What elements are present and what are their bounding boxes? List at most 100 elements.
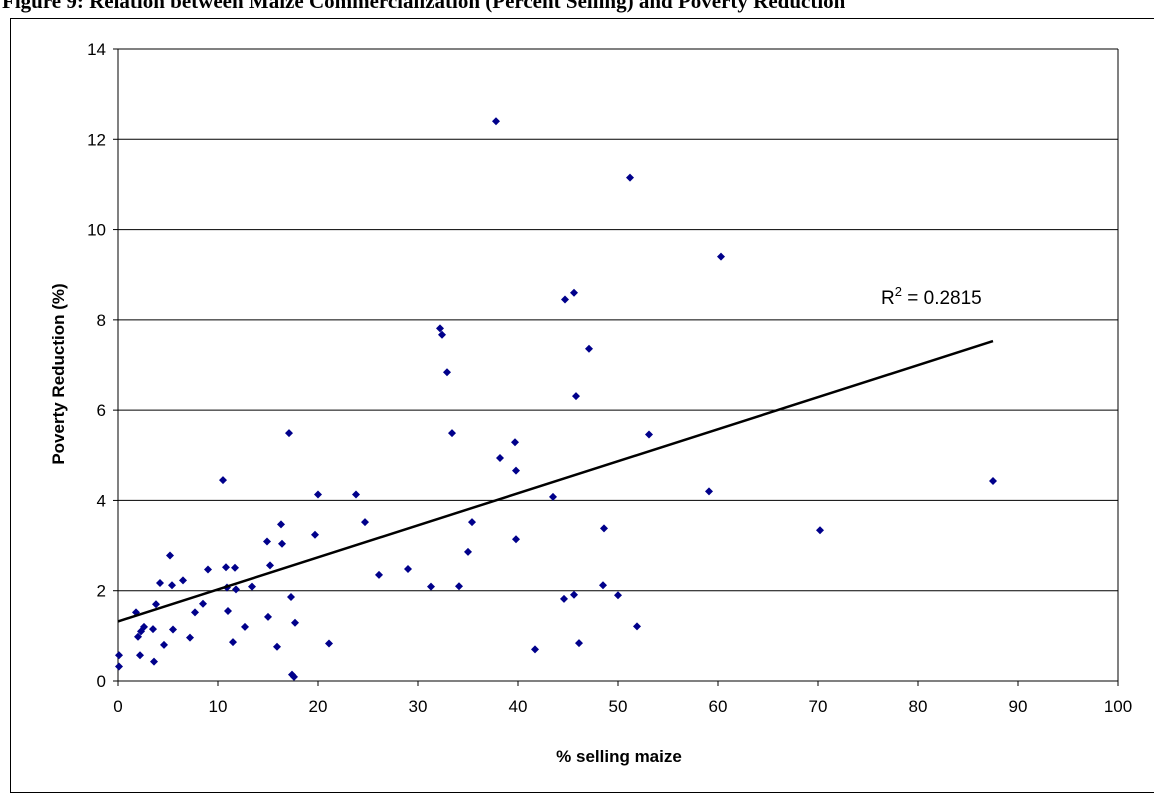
x-tick-label: 40 xyxy=(509,697,528,716)
data-point xyxy=(468,518,476,527)
data-points xyxy=(115,117,997,681)
data-point xyxy=(231,563,239,572)
x-tick-label: 90 xyxy=(1009,697,1028,716)
data-point xyxy=(626,173,634,182)
data-point xyxy=(152,600,160,609)
r-squared-prefix: R xyxy=(881,288,895,309)
data-point xyxy=(375,570,383,579)
data-point xyxy=(448,429,456,438)
data-point xyxy=(219,476,227,485)
data-point xyxy=(191,608,199,617)
x-tick-label: 30 xyxy=(409,697,428,716)
x-tick-label: 100 xyxy=(1104,697,1132,716)
y-tick-label: 4 xyxy=(97,491,106,510)
x-tick-label: 20 xyxy=(309,697,328,716)
y-tick-label: 12 xyxy=(87,130,106,149)
data-point xyxy=(600,524,608,533)
y-tick-label: 14 xyxy=(87,40,106,59)
data-point xyxy=(496,453,504,462)
data-point xyxy=(436,324,444,333)
data-point xyxy=(166,551,174,560)
data-point xyxy=(115,662,123,671)
chart-frame: 0 2 4 6 8 10 12 14 0 10 20 30 40 50 60 70 80 90 100 Pover… xyxy=(10,18,1154,793)
x-tick-label: 50 xyxy=(609,697,628,716)
data-point xyxy=(278,539,286,548)
data-point xyxy=(352,490,360,499)
data-point xyxy=(160,640,168,649)
data-point xyxy=(311,530,319,539)
data-point xyxy=(560,594,568,603)
data-point xyxy=(585,344,593,353)
data-point xyxy=(492,117,500,126)
data-point xyxy=(427,582,435,591)
trendline-layer xyxy=(117,339,994,623)
data-point xyxy=(285,429,293,438)
data-point xyxy=(290,672,298,681)
data-point xyxy=(633,622,641,631)
data-point xyxy=(222,563,230,572)
y-tick-label: 6 xyxy=(97,401,106,420)
data-point xyxy=(572,392,580,401)
gridlines xyxy=(118,48,1118,592)
data-point xyxy=(455,582,463,591)
data-point xyxy=(156,579,164,588)
data-point xyxy=(287,593,295,602)
data-point xyxy=(150,657,158,666)
data-point xyxy=(179,576,187,585)
data-point xyxy=(199,599,207,608)
axes xyxy=(113,48,1119,686)
data-point xyxy=(575,639,583,648)
data-point xyxy=(717,252,725,261)
data-point xyxy=(511,438,519,447)
r-squared-annotation: R2 = 0.2815 xyxy=(881,284,982,309)
data-point xyxy=(989,477,997,486)
x-axis-title: % selling maize xyxy=(556,747,682,766)
y-axis-title: Poverty Reduction (%) xyxy=(49,283,68,464)
data-point xyxy=(464,547,472,556)
data-point xyxy=(241,622,249,631)
data-point xyxy=(263,537,271,546)
y-tick-label: 0 xyxy=(97,672,106,691)
data-point xyxy=(561,295,569,304)
data-point xyxy=(224,607,232,616)
data-point xyxy=(438,330,446,339)
data-point xyxy=(140,622,148,631)
r-squared-value: = 0.2815 xyxy=(902,288,982,309)
x-tick-label: 70 xyxy=(809,697,828,716)
scatter-chart: 0 2 4 6 8 10 12 14 0 10 20 30 40 50 60 70 80 90 100 Pover… xyxy=(49,40,1132,766)
data-point xyxy=(816,526,824,535)
data-point xyxy=(443,368,451,377)
data-point xyxy=(168,581,176,590)
data-point xyxy=(149,625,157,634)
x-tick-label: 80 xyxy=(909,697,928,716)
data-point xyxy=(136,651,144,660)
data-point xyxy=(273,642,281,651)
data-point xyxy=(229,638,237,647)
data-point xyxy=(264,612,272,621)
data-point xyxy=(204,565,212,574)
data-point xyxy=(291,618,299,627)
x-tick-label: 0 xyxy=(113,697,122,716)
data-point xyxy=(705,487,713,496)
x-tick-label: 60 xyxy=(709,697,728,716)
data-point xyxy=(531,645,539,654)
x-tick-labels: 0 10 20 30 40 50 60 70 80 90 100 xyxy=(113,697,1132,716)
data-point xyxy=(570,288,578,297)
data-point xyxy=(232,585,240,594)
data-point xyxy=(404,565,412,574)
data-point xyxy=(115,651,123,660)
data-point xyxy=(325,639,333,648)
x-tick-label: 10 xyxy=(209,697,228,716)
y-tick-label: 2 xyxy=(97,582,106,601)
data-point xyxy=(645,430,653,439)
data-point xyxy=(570,590,578,599)
data-point xyxy=(134,632,142,641)
data-point xyxy=(266,561,274,570)
y-tick-labels: 0 2 4 6 8 10 12 14 xyxy=(87,40,106,691)
data-point xyxy=(512,535,520,544)
data-point xyxy=(512,466,520,475)
y-tick-label: 10 xyxy=(87,221,106,240)
data-point xyxy=(186,633,194,642)
data-point xyxy=(549,492,557,501)
data-point xyxy=(614,591,622,600)
